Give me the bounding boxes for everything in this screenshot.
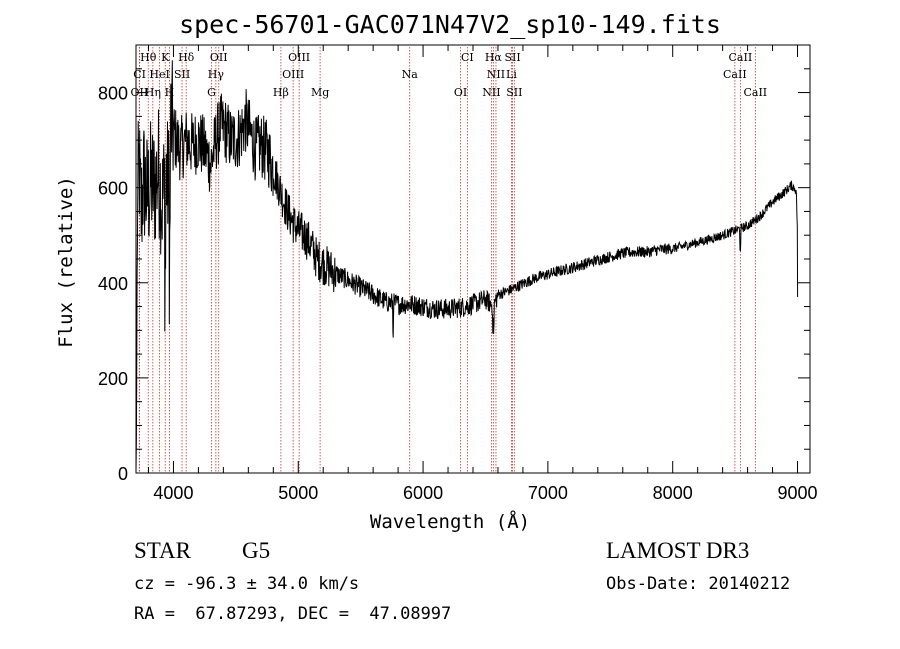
emission-line-label: CI xyxy=(461,51,474,64)
chart-title: spec-56701-GAC071N47V2_sp10-149.fits xyxy=(179,10,721,39)
emission-line-markers xyxy=(138,47,756,473)
emission-line-label: Mg xyxy=(311,86,329,99)
observation-date: Obs-Date: 20140212 xyxy=(606,574,791,594)
emission-line-label: HeI xyxy=(149,68,169,81)
coordinates: RA = 67.87293, DEC = 47.08997 xyxy=(134,604,452,624)
x-tick-label: 8000 xyxy=(653,483,693,503)
x-axis-label: Wavelength (Å) xyxy=(369,511,531,533)
x-tick-label: 9000 xyxy=(777,483,817,503)
emission-line-label: Hη xyxy=(145,86,161,99)
emission-line-label: Hθ xyxy=(140,51,157,64)
emission-line-label: K xyxy=(161,51,170,64)
emission-line-label: SII xyxy=(174,68,190,81)
emission-line-label: OIII xyxy=(282,68,304,81)
emission-line-label: OII xyxy=(210,51,228,64)
plot-frame xyxy=(135,44,811,474)
emission-line-label: NII xyxy=(487,68,505,81)
y-axis-label: Flux (relative) xyxy=(55,176,77,348)
emission-line-label: OI xyxy=(454,86,467,99)
emission-line-label: SII xyxy=(504,51,520,64)
emission-line-label: Na xyxy=(402,68,419,81)
redshift-velocity: cz = -96.3 ± 34.0 km/s xyxy=(134,574,360,594)
emission-line-label: CaII xyxy=(729,51,753,64)
emission-line-label: Hδ xyxy=(178,51,195,64)
x-tick-label: 5000 xyxy=(278,483,318,503)
y-tick-label: 800 xyxy=(98,84,128,104)
emission-line-label: H xyxy=(165,86,175,99)
emission-line-label: G xyxy=(207,86,216,99)
emission-line-label: Hα xyxy=(485,51,503,64)
emission-line-label: Hγ xyxy=(208,68,225,81)
emission-line-label: SII xyxy=(506,86,522,99)
axis-tick-labels: 4000 5000 6000 7000 8000 9000 0 200 400 600 800 xyxy=(98,84,818,503)
emission-line-label: Hβ xyxy=(273,86,289,99)
y-tick-label: 400 xyxy=(98,274,128,294)
y-tick-label: 600 xyxy=(98,179,128,199)
survey-name: LAMOST DR3 xyxy=(606,538,750,563)
y-tick-label: 200 xyxy=(98,369,128,389)
y-tick-label: 0 xyxy=(118,464,128,484)
emission-line-label: CaII xyxy=(743,86,767,99)
x-tick-label: 4000 xyxy=(153,483,193,503)
x-tick-label: 7000 xyxy=(528,483,568,503)
object-type: STAR xyxy=(134,538,191,563)
spectral-subclass: G5 xyxy=(242,538,271,563)
emission-line-label: CaII xyxy=(723,68,747,81)
axis-ticks xyxy=(136,44,810,474)
emission-line-label: NII xyxy=(482,86,500,99)
emission-line-label: Li xyxy=(506,68,517,81)
x-tick-label: 6000 xyxy=(403,483,443,503)
spectrum-line xyxy=(135,60,799,474)
emission-line-label: OIII xyxy=(288,51,310,64)
emission-line-label: CI xyxy=(133,68,146,81)
